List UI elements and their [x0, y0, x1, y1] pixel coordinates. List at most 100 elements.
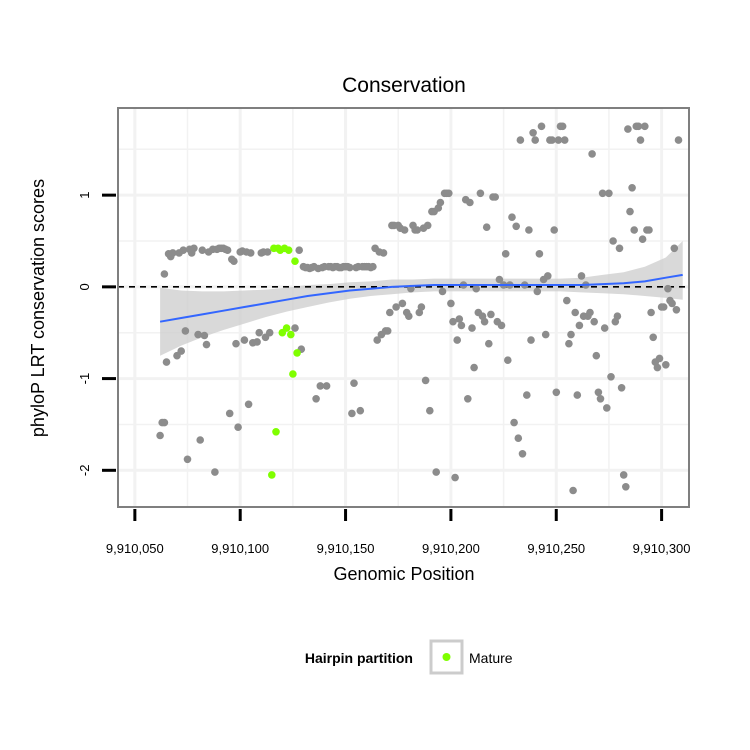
data-point	[179, 246, 188, 254]
data-point	[649, 333, 657, 342]
data-point	[255, 328, 263, 337]
x-tick-label: 9,910,100	[211, 541, 269, 556]
data-point	[466, 198, 474, 207]
data-point	[662, 361, 670, 369]
data-point	[244, 400, 253, 409]
confidence-ribbon	[160, 241, 683, 356]
x-axis-title: Genomic Position	[333, 564, 474, 584]
data-point-mature	[287, 330, 295, 339]
data-point	[379, 249, 388, 257]
data-point	[596, 395, 605, 403]
points-layer-other	[156, 122, 683, 495]
data-point	[383, 327, 392, 335]
data-point	[537, 122, 546, 131]
data-point	[253, 338, 261, 346]
data-point	[558, 122, 567, 131]
data-point	[535, 250, 544, 258]
data-point	[160, 418, 169, 427]
data-point	[194, 330, 202, 339]
data-point	[586, 308, 594, 317]
data-point	[607, 373, 615, 381]
data-point	[451, 473, 459, 482]
data-point-mature	[289, 370, 297, 378]
data-point	[628, 184, 636, 192]
data-point	[674, 136, 683, 144]
data-point	[531, 136, 539, 144]
data-point	[575, 321, 584, 330]
data-point	[630, 226, 638, 234]
data-point	[622, 483, 630, 491]
data-point	[514, 434, 523, 443]
data-point	[265, 328, 274, 337]
y-tick-label: 1	[77, 191, 92, 198]
data-point	[457, 321, 466, 330]
data-point	[470, 363, 478, 372]
data-point	[413, 226, 422, 234]
data-point	[638, 235, 647, 243]
x-tick-label: 9,910,250	[527, 541, 585, 556]
data-point	[232, 339, 240, 348]
data-point	[577, 272, 586, 280]
data-point	[240, 336, 249, 344]
legend-label-mature: Mature	[469, 650, 513, 666]
data-point	[550, 226, 558, 234]
data-point	[603, 404, 611, 412]
data-point	[624, 125, 632, 133]
data-point	[508, 213, 516, 221]
data-point	[200, 331, 209, 340]
data-point	[426, 406, 434, 415]
data-point	[211, 468, 219, 476]
data-point	[523, 391, 531, 399]
data-point	[350, 379, 358, 388]
data-point	[356, 406, 365, 415]
data-point	[482, 223, 491, 231]
data-point	[541, 330, 550, 339]
data-point	[516, 136, 525, 144]
data-point	[497, 321, 506, 330]
data-point-mature	[291, 257, 299, 266]
data-point	[567, 330, 575, 339]
data-point	[617, 384, 626, 392]
y-tick-label: -2	[77, 465, 92, 477]
data-point	[487, 310, 495, 319]
y-tick-label: -1	[77, 373, 92, 385]
data-point	[417, 303, 426, 311]
data-point	[560, 136, 569, 144]
data-point	[234, 423, 242, 432]
data-point	[196, 436, 204, 444]
data-point	[295, 246, 304, 254]
data-point	[609, 237, 617, 245]
data-point	[183, 455, 192, 464]
data-point-mature	[272, 428, 280, 436]
data-point	[386, 308, 394, 317]
data-point	[316, 382, 325, 390]
data-point	[668, 299, 676, 308]
data-point	[645, 226, 653, 234]
data-point	[423, 221, 432, 230]
data-point	[449, 317, 457, 326]
data-point	[636, 136, 645, 144]
data-point	[438, 287, 447, 296]
data-point	[590, 317, 598, 326]
data-point	[455, 315, 464, 323]
data-point	[156, 431, 164, 440]
data-point	[472, 284, 481, 293]
data-point	[491, 193, 500, 201]
data-point	[626, 207, 634, 216]
data-point	[346, 263, 354, 272]
data-point	[573, 391, 582, 399]
data-point	[312, 395, 320, 403]
legend: Hairpin partition Mature	[305, 639, 513, 675]
data-point	[510, 418, 518, 427]
smooth-trend-line	[159, 273, 683, 323]
data-point	[634, 122, 643, 131]
data-point	[405, 312, 413, 321]
data-point	[529, 129, 537, 137]
data-point	[169, 249, 177, 257]
points-layer-mature	[268, 244, 301, 479]
data-point	[291, 324, 299, 332]
data-point	[225, 409, 234, 418]
data-point	[162, 358, 171, 366]
